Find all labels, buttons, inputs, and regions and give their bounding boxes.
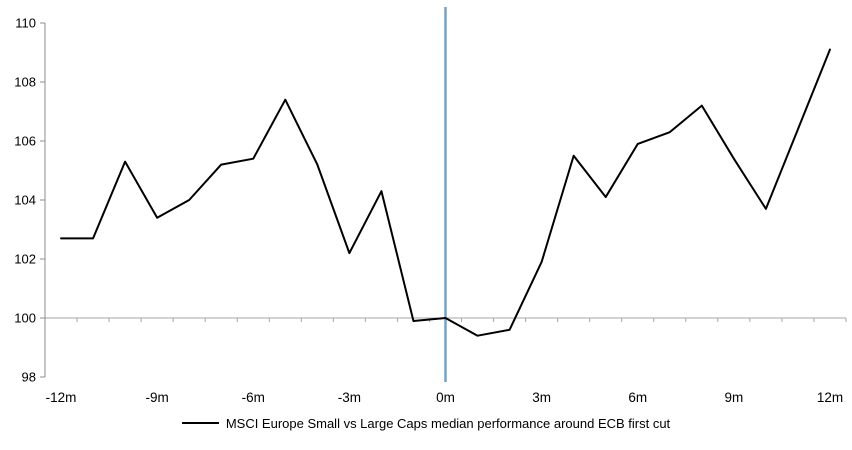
legend-label: MSCI Europe Small vs Large Caps median p… [225, 415, 671, 431]
x-tick-label: 6m [628, 390, 647, 405]
y-tick-label: 100 [14, 311, 36, 326]
x-tick-label: -9m [146, 390, 169, 405]
series-line [60, 48, 831, 337]
y-tick-label: 98 [22, 370, 36, 385]
x-tick-label: 0m [436, 390, 455, 405]
x-tick-label: 12m [817, 390, 843, 405]
legend-line-swatch [181, 422, 219, 424]
x-tick-label: 9m [724, 390, 743, 405]
y-tick-label: 108 [14, 75, 36, 90]
y-tick-label: 106 [14, 134, 36, 149]
y-tick-label: 110 [15, 16, 36, 31]
legend: MSCI Europe Small vs Large Caps median p… [0, 414, 852, 432]
x-tick-label: -12m [46, 390, 77, 405]
y-tick-label: 102 [14, 252, 36, 267]
y-tick-label: 104 [14, 193, 36, 208]
x-tick-label: 3m [532, 390, 551, 405]
x-tick-label: -6m [242, 390, 265, 405]
x-tick-label: -3m [338, 390, 361, 405]
